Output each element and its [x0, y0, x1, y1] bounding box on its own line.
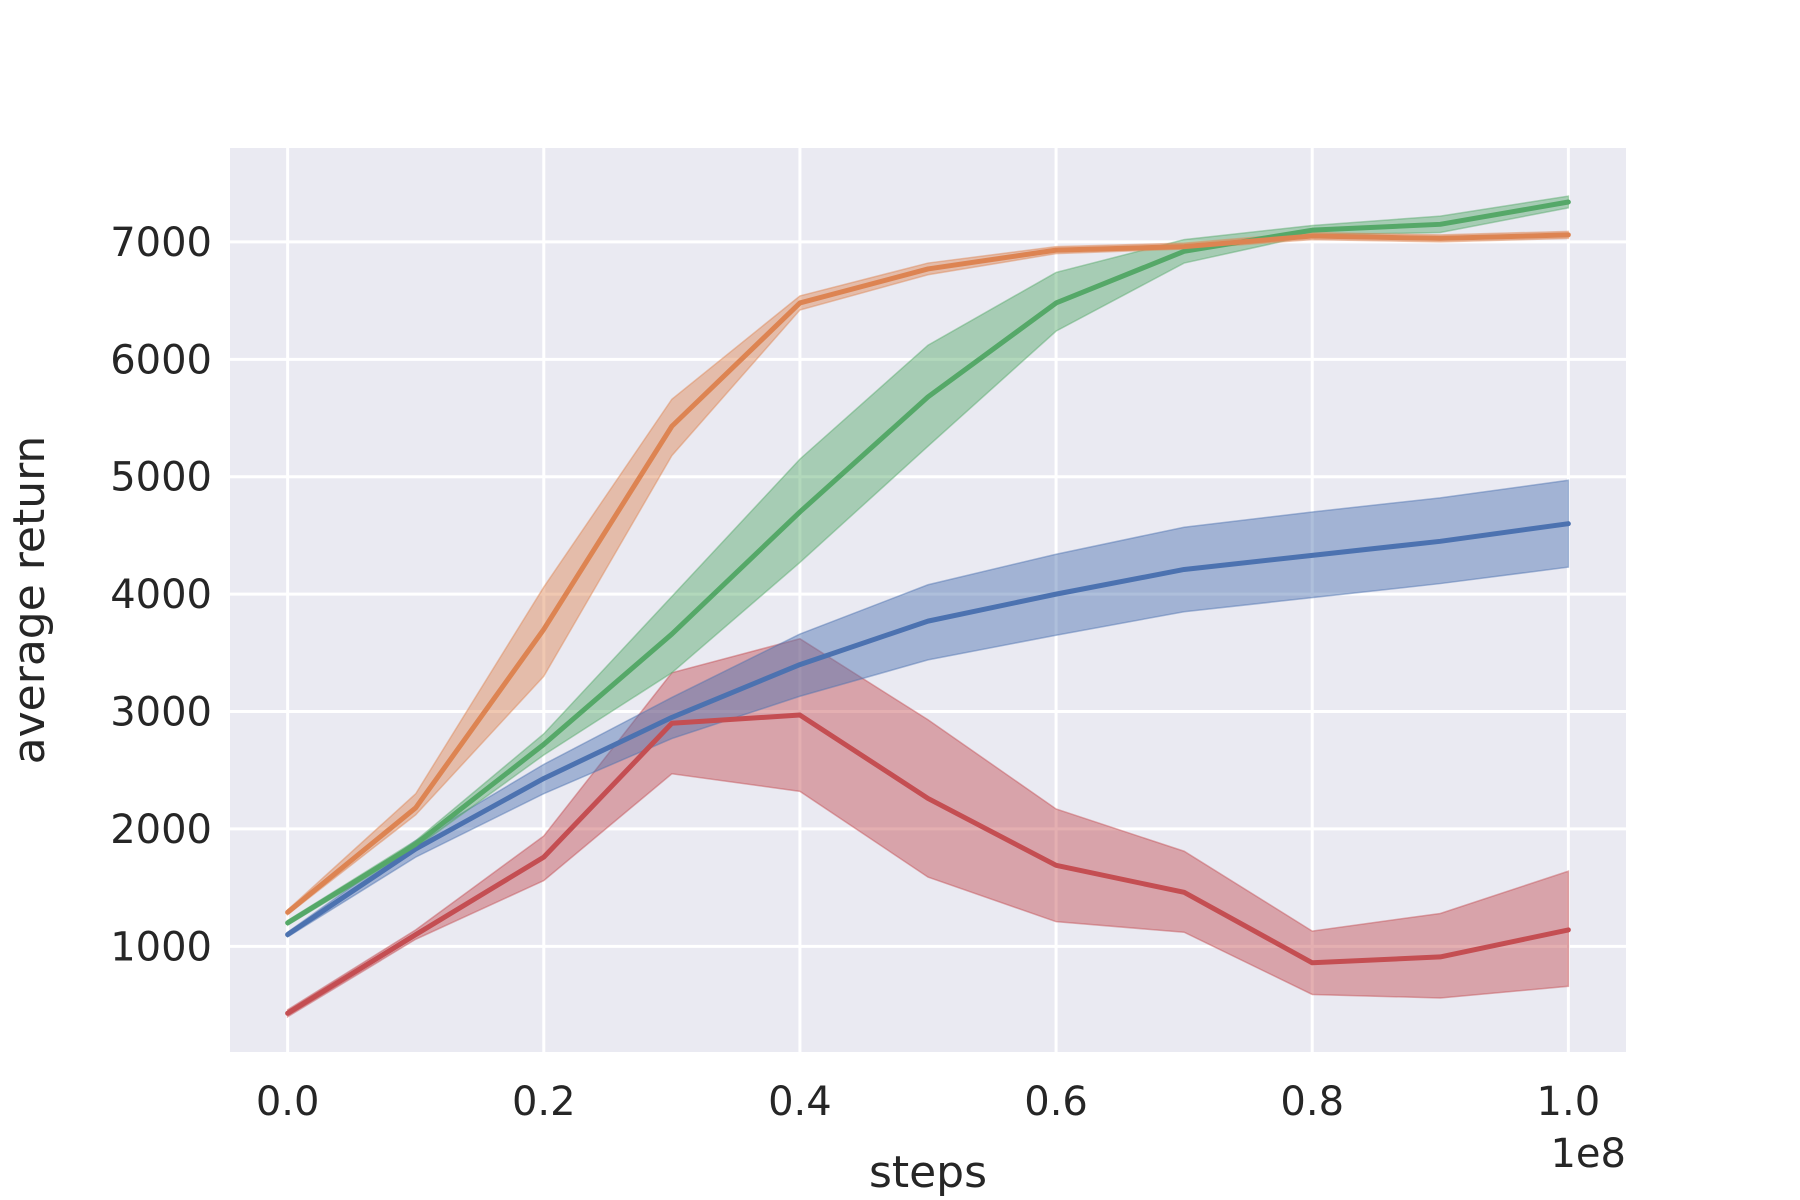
series-line-2 — [285, 199, 1571, 926]
confidence-band-2 — [286, 195, 1570, 927]
confidence-bands — [286, 195, 1570, 1019]
series-line-1 — [285, 521, 1571, 938]
y-tick-label: 3000 — [110, 690, 212, 736]
series-lines — [285, 199, 1571, 1016]
x-axis-ticks: 0.0 0.2 0.4 0.6 0.8 1.0 — [256, 1079, 1600, 1125]
x-axis-label: steps — [869, 1147, 987, 1198]
x-tick-label: 0.2 — [512, 1079, 576, 1125]
y-tick-label: 1000 — [110, 924, 212, 970]
x-tick-label: 1.0 — [1537, 1079, 1601, 1125]
y-axis-label: average return — [4, 436, 55, 765]
y-tick-label: 5000 — [110, 455, 212, 501]
grid-lines — [230, 148, 1626, 1052]
y-tick-label: 4000 — [110, 572, 212, 618]
confidence-band-0 — [286, 637, 1570, 1019]
confidence-band-1 — [286, 479, 1570, 939]
series-line-0 — [285, 712, 1571, 1016]
x-tick-label: 0.6 — [1024, 1079, 1088, 1125]
x-tick-label: 0.8 — [1280, 1079, 1344, 1125]
x-tick-label: 0.0 — [256, 1079, 320, 1125]
series-line-3 — [285, 232, 1571, 915]
confidence-band-3 — [286, 230, 1570, 917]
plot-area — [230, 148, 1626, 1052]
y-tick-label: 7000 — [110, 220, 212, 266]
x-tick-label: 0.4 — [768, 1079, 832, 1125]
x-axis-offset-label: 1e8 — [1550, 1131, 1626, 1177]
y-axis-ticks: 1000 2000 3000 4000 5000 6000 7000 — [110, 220, 212, 970]
y-tick-label: 2000 — [110, 807, 212, 853]
y-tick-label: 6000 — [110, 337, 212, 383]
